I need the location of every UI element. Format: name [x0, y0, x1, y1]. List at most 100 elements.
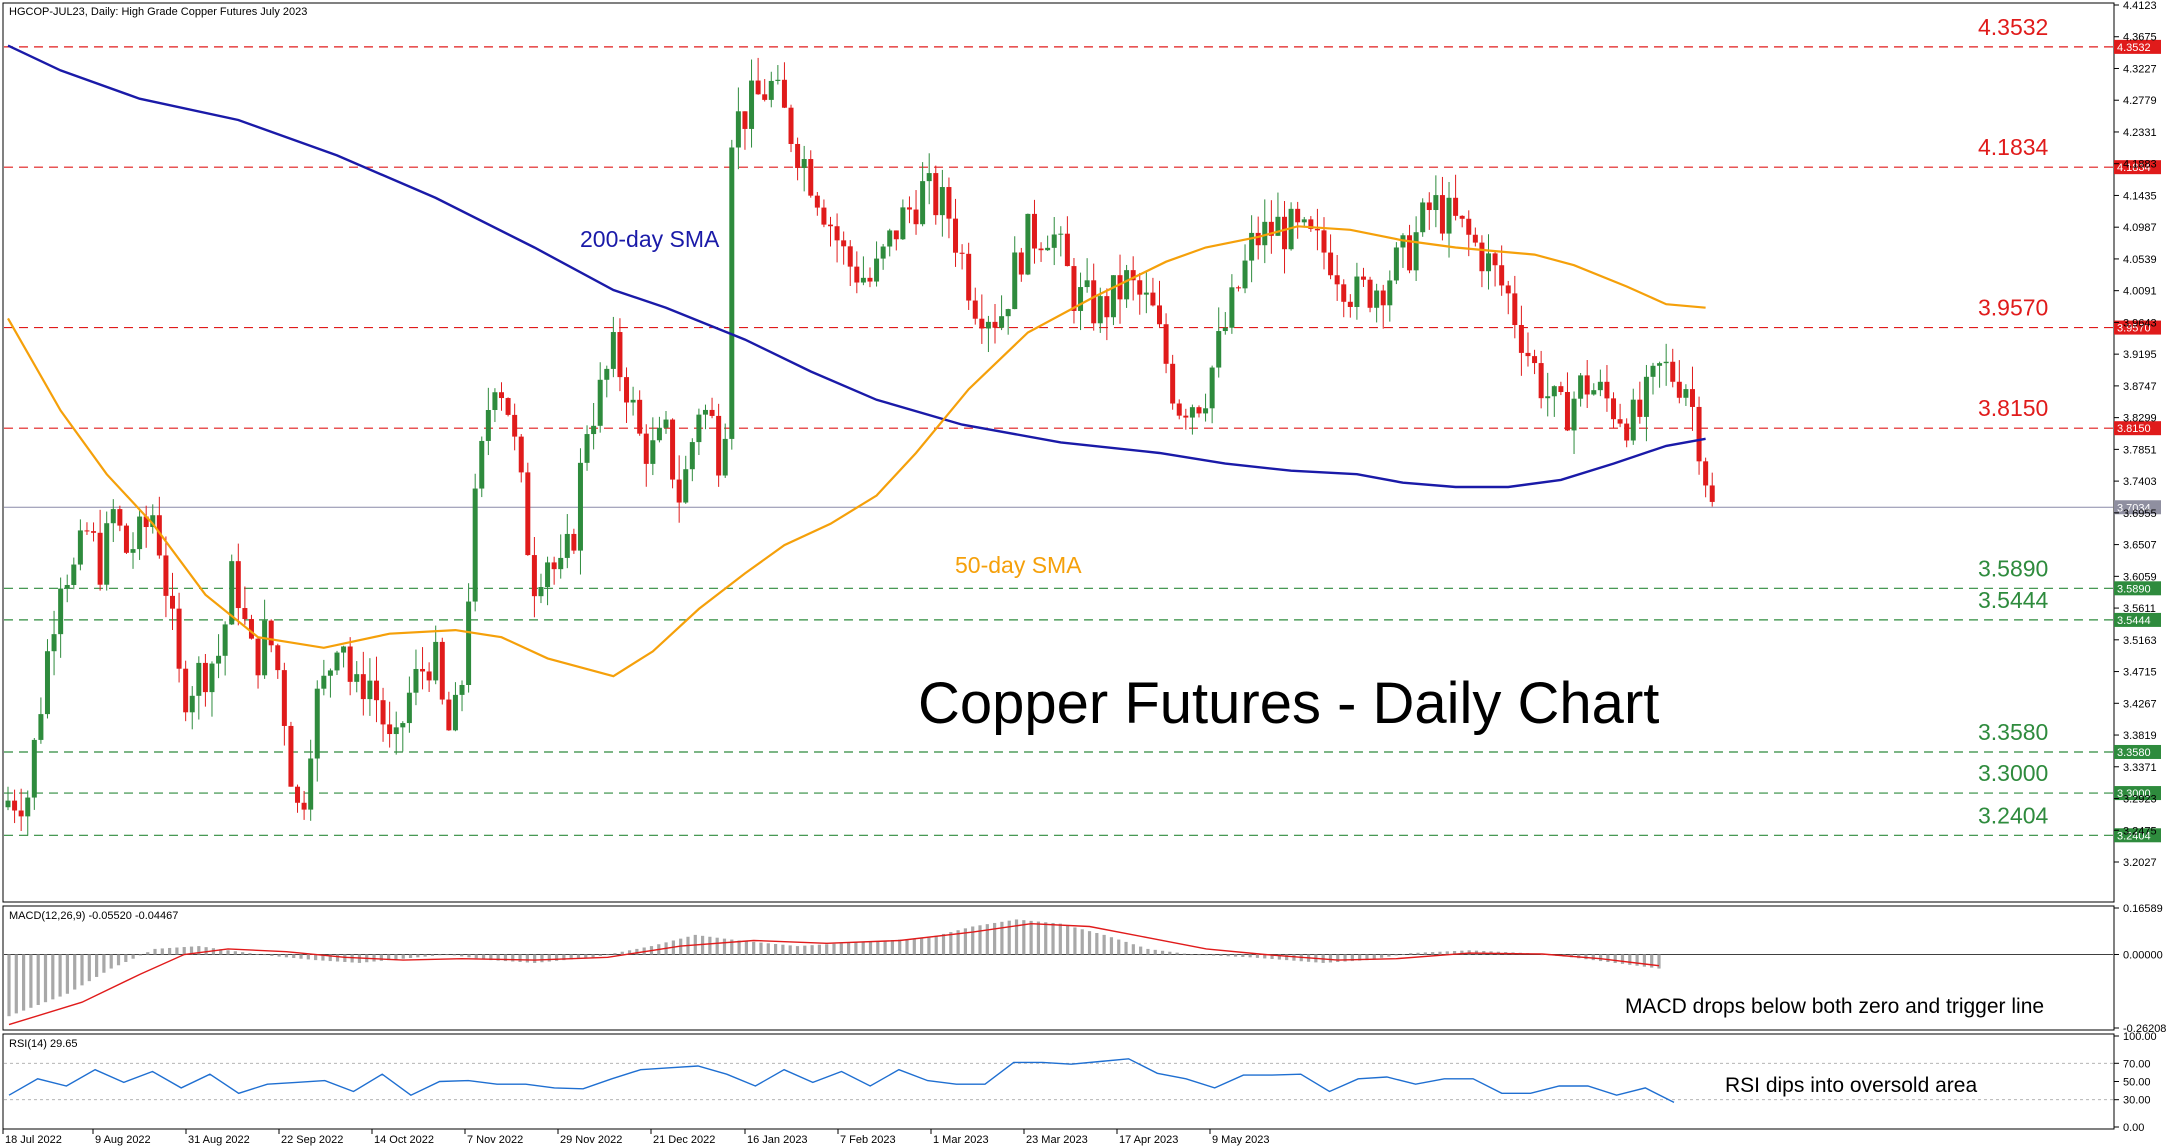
candle-body	[1630, 399, 1636, 441]
macd-hist-bar	[131, 954, 135, 959]
candle-body	[360, 674, 366, 700]
candle-body	[1380, 290, 1386, 306]
macd-hist-bar	[314, 954, 318, 961]
macd-hist-bar	[1248, 954, 1252, 958]
macd-hist-bar	[606, 954, 610, 956]
candle-body	[1157, 305, 1162, 325]
macd-hist-bar	[241, 952, 245, 955]
candle-body	[683, 469, 689, 503]
candle-body	[788, 107, 794, 144]
candle-body	[1525, 352, 1531, 357]
candle-body	[1301, 219, 1307, 223]
candle-body	[1532, 356, 1538, 364]
macd-hist-bar	[1036, 921, 1041, 955]
macd-hist-bar	[533, 954, 537, 963]
macd-hist-bar	[759, 942, 763, 955]
candle-body	[946, 187, 952, 219]
candle-body	[1683, 389, 1689, 398]
macd-hist-bar	[1073, 927, 1077, 955]
candle-body	[1420, 202, 1426, 233]
candle-body	[953, 218, 959, 253]
macd-hist-bar	[1336, 954, 1340, 962]
candle-body	[1558, 386, 1564, 392]
candle-body	[742, 111, 748, 129]
macd-hist-bar	[22, 954, 26, 1011]
macd-hist-bar	[343, 954, 347, 962]
resistance-level-axis-text: 4.1834	[2117, 162, 2151, 174]
candle-body	[367, 680, 373, 700]
macd-hist-bar	[248, 953, 252, 955]
price-tick-label: 3.2475	[2123, 825, 2157, 837]
macd-hist-bar	[1635, 954, 1639, 966]
macd-hist-bar	[1153, 949, 1157, 955]
macd-hist-bar	[95, 954, 99, 977]
macd-hist-bar	[832, 943, 836, 955]
candle-body	[762, 94, 768, 100]
macd-hist-bar	[627, 950, 632, 955]
macd-hist-bar	[956, 930, 960, 955]
candle-body	[209, 663, 215, 693]
candle-body	[64, 584, 70, 589]
macd-hist-bar	[445, 954, 449, 956]
macd-hist-bar	[1051, 922, 1055, 955]
support-level-axis-text: 3.5890	[2117, 583, 2151, 595]
macd-hist-bar	[102, 954, 106, 973]
macd-hist-bar	[700, 935, 705, 955]
candle-body	[1696, 406, 1702, 462]
candle-body	[828, 224, 833, 227]
price-tick-label: 3.7403	[2123, 476, 2157, 488]
macd-hist-bar	[1650, 954, 1654, 968]
candle-body	[1393, 247, 1399, 281]
candle-body	[1058, 233, 1064, 235]
candle-body	[189, 695, 195, 713]
price-tick-label: 4.3675	[2123, 32, 2157, 44]
macd-hist-bar	[708, 936, 712, 955]
macd-hist-bar	[474, 954, 478, 959]
candle-body	[525, 472, 531, 556]
macd-hist-bar	[1255, 954, 1260, 958]
macd-hist-bar	[270, 954, 274, 956]
macd-hist-bar	[1139, 946, 1143, 955]
candle-body	[749, 80, 755, 129]
macd-hist-bar	[1212, 954, 1216, 956]
price-tick-label: 3.5163	[2123, 635, 2157, 647]
macd-hist-bar	[1007, 920, 1011, 955]
macd-hist-bar	[576, 954, 581, 959]
candle-body	[1499, 265, 1505, 286]
price-tick-label: 3.2923	[2123, 794, 2157, 806]
candle-body	[867, 277, 873, 282]
sma200-label: 200-day SMA	[580, 226, 720, 252]
x-tick-label: 9 May 2023	[1212, 1134, 1269, 1146]
macd-hist-bar	[438, 954, 442, 956]
macd-hist-bar	[978, 925, 982, 955]
candle-body	[137, 516, 143, 550]
candle-body	[505, 398, 511, 415]
macd-hist-bar	[87, 954, 91, 982]
candle-body	[518, 436, 524, 473]
macd-hist-bar	[1197, 954, 1201, 956]
macd-hist-bar	[58, 954, 62, 997]
candle-body	[196, 662, 202, 696]
candle-body	[801, 159, 807, 168]
candle-body	[51, 634, 57, 652]
price-tick-label: 3.8747	[2123, 381, 2157, 393]
x-tick-label: 14 Oct 2022	[374, 1134, 434, 1146]
macd-hist-bar	[1452, 951, 1457, 955]
candle-body	[512, 414, 518, 437]
candle-body	[1354, 276, 1360, 307]
candle-body	[1518, 325, 1524, 353]
macd-hist-bar	[146, 952, 150, 955]
resistance-level-label: 3.9570	[1978, 295, 2048, 321]
candle-body	[1545, 396, 1551, 399]
price-tick-label: 3.6955	[2123, 508, 2157, 520]
support-level-axis-box	[2114, 828, 2161, 843]
macd-hist-bar	[73, 954, 77, 990]
candle-body	[1650, 365, 1656, 377]
sma50-line	[7, 225, 1706, 678]
macd-hist-bar	[277, 954, 281, 957]
candle-body	[1124, 270, 1130, 300]
candle-body	[1051, 234, 1057, 248]
candle-body	[1446, 197, 1452, 234]
candle-body	[643, 433, 649, 464]
candle-body	[288, 725, 294, 787]
